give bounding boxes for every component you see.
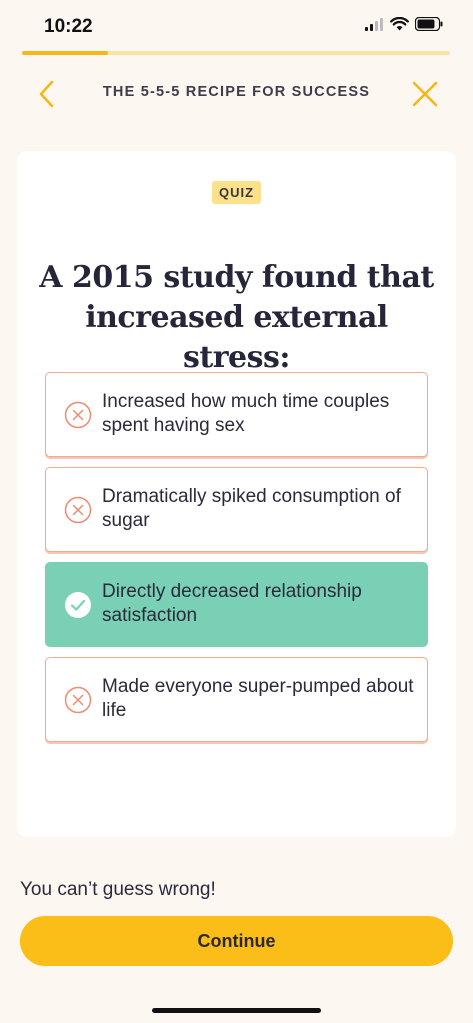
continue-button[interactable]: Continue xyxy=(20,916,453,966)
quiz-option-label: Increased how much time couples spent ha… xyxy=(102,391,390,436)
quiz-option[interactable]: Increased how much time couples spent ha… xyxy=(45,372,428,457)
x-circle-icon xyxy=(64,686,92,714)
back-button[interactable] xyxy=(34,79,60,109)
quiz-option[interactable]: Made everyone super-pumped about life xyxy=(45,657,428,742)
check-circle-icon xyxy=(65,592,91,618)
quiz-badge: QUIZ xyxy=(212,181,261,204)
lesson-title: THE 5-5-5 RECIPE FOR SUCCESS xyxy=(102,84,371,100)
home-indicator[interactable] xyxy=(152,1008,321,1013)
status-time: 10:22 xyxy=(44,16,93,37)
quiz-option-label: Directly decreased relationship satisfac… xyxy=(102,581,362,626)
hint-text: You can’t guess wrong! xyxy=(20,879,216,900)
wifi-icon xyxy=(390,17,409,31)
lesson-progress-bar xyxy=(22,51,450,55)
chevron-left-icon xyxy=(39,80,54,108)
close-button[interactable] xyxy=(411,80,439,108)
battery-icon xyxy=(415,17,443,31)
quiz-question: A 2015 study found that increased extern… xyxy=(39,260,434,375)
quiz-option-correct[interactable]: Directly decreased relationship satisfac… xyxy=(45,562,428,647)
quiz-option-label: Dramatically spiked consumption of sugar xyxy=(102,486,401,531)
quiz-option-label: Made everyone super-pumped about life xyxy=(102,676,414,721)
quiz-option[interactable]: Dramatically spiked consumption of sugar xyxy=(45,467,428,552)
x-circle-icon xyxy=(64,496,92,524)
status-bar: 10:22 xyxy=(0,0,473,50)
lesson-progress-fill xyxy=(22,51,108,55)
cellular-signal-icon xyxy=(365,17,383,31)
status-icons xyxy=(365,17,443,31)
x-circle-icon xyxy=(64,401,92,429)
close-icon xyxy=(412,81,438,107)
